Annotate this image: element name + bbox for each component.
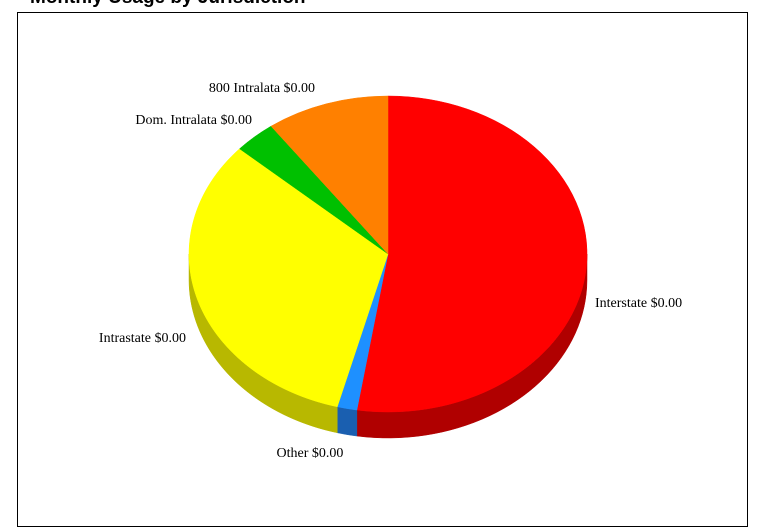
chart-title: Monthly Usage by Jurisdiction bbox=[30, 0, 306, 9]
pie-slice-800-intralata-0-00 bbox=[270, 95, 389, 255]
slice-label-dom-intralata-0-00: Dom. Intralata $0.00 bbox=[135, 113, 252, 128]
chart-title-strip: Monthly Usage by Jurisdiction bbox=[0, 0, 764, 12]
pie-slice-interstate-0-00 bbox=[356, 95, 588, 413]
slice-label-other-0-00: Other $0.00 bbox=[277, 446, 344, 461]
pie-slice-intrastate-0-00 bbox=[188, 148, 389, 408]
slice-label-interstate-0-00: Interstate $0.00 bbox=[595, 296, 682, 311]
slice-label-intrastate-0-00: Intrastate $0.00 bbox=[99, 331, 186, 346]
pie-side-other-0-00 bbox=[337, 406, 358, 437]
slice-label-800-intralata-0-00: 800 Intralata $0.00 bbox=[209, 81, 315, 96]
